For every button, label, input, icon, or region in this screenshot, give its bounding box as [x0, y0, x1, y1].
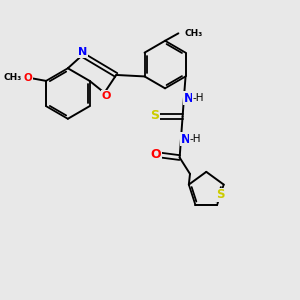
Text: S: S — [151, 110, 160, 122]
Text: O: O — [151, 148, 161, 161]
Text: N: N — [184, 92, 194, 105]
Text: O: O — [101, 91, 111, 101]
Text: N: N — [78, 47, 87, 57]
Text: CH₃: CH₃ — [185, 29, 203, 38]
Text: CH₃: CH₃ — [4, 74, 22, 82]
Text: N: N — [181, 133, 190, 146]
Text: -H: -H — [190, 134, 201, 144]
Text: O: O — [23, 73, 32, 83]
Text: S: S — [216, 188, 225, 201]
Text: -H: -H — [193, 93, 204, 103]
